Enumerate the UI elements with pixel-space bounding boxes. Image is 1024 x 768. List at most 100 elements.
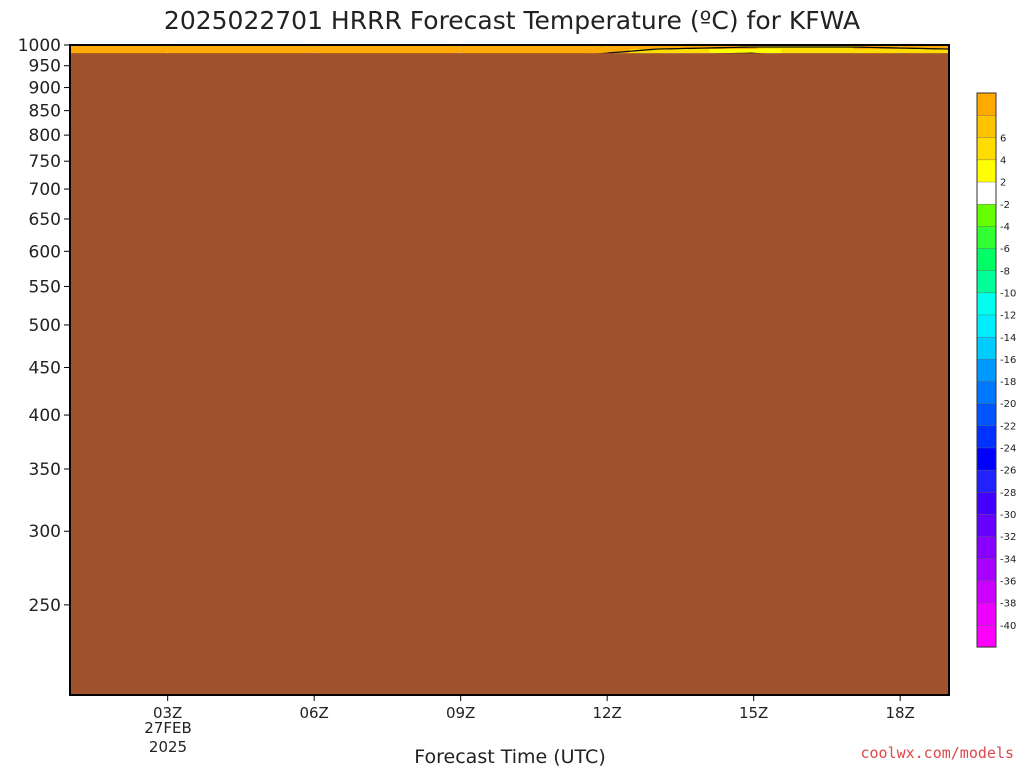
temperature-cell	[909, 45, 918, 50]
temperature-cell	[661, 49, 670, 54]
temperature-cell	[70, 45, 79, 50]
temperature-cell	[829, 49, 838, 54]
temperature-cell	[125, 49, 135, 54]
temperature-cell	[77, 49, 87, 54]
temperature-cell	[893, 49, 902, 54]
temperature-cell	[421, 45, 431, 50]
temperature-cell	[525, 45, 535, 50]
temperature-cell	[173, 49, 183, 54]
temperature-cell	[669, 49, 678, 54]
temperature-cell	[637, 49, 646, 54]
temperature-cell	[661, 45, 670, 50]
temperature-cell	[605, 45, 614, 50]
temperature-cell	[701, 49, 710, 54]
temperature-cell	[525, 49, 535, 54]
temperature-cell	[909, 49, 918, 54]
temperature-cell	[813, 49, 822, 54]
temperature-cell	[149, 49, 159, 54]
temperature-cell	[437, 49, 447, 54]
temperature-cell	[533, 49, 543, 54]
temperature-cell	[373, 49, 383, 54]
temperature-cell	[573, 45, 583, 50]
temperature-cell	[901, 45, 910, 50]
temperature-cell	[421, 49, 431, 54]
temperature-cell	[461, 49, 471, 54]
temperature-cell	[589, 49, 598, 54]
temperature-cell	[469, 45, 479, 50]
temperature-cell	[637, 45, 646, 50]
temperature-cell	[445, 49, 455, 54]
temperature-cell	[485, 45, 495, 50]
temperature-cell	[693, 49, 702, 54]
temperature-cell	[773, 49, 782, 54]
temperature-cell	[349, 45, 359, 50]
temperature-cell	[277, 45, 287, 50]
temperature-cell	[669, 45, 678, 50]
temperature-cell	[149, 45, 159, 50]
temperature-cell	[261, 49, 271, 54]
temperature-cell	[133, 49, 143, 54]
temperature-cell	[325, 49, 335, 54]
temperature-cell	[309, 49, 319, 54]
temperature-cell	[317, 49, 327, 54]
temperature-cell	[613, 49, 622, 54]
temperature-cell	[493, 49, 503, 54]
temperature-cell	[197, 45, 207, 50]
temperature-cell	[941, 45, 949, 50]
temperature-cell	[381, 49, 391, 54]
temperature-cell	[653, 49, 662, 54]
temperature-cell	[925, 49, 934, 54]
temperature-cell	[597, 49, 606, 54]
temperature-cell	[157, 49, 167, 54]
temperature-cell	[405, 49, 415, 54]
temperature-cell	[757, 49, 766, 54]
temperature-cell	[413, 45, 423, 50]
temperature-cell	[349, 49, 359, 54]
temperature-cell	[541, 45, 551, 50]
temperature-cell	[653, 45, 662, 50]
temperature-cell	[629, 45, 638, 50]
temperature-cell	[557, 45, 567, 50]
temperature-cell	[301, 45, 311, 50]
temperature-cell	[789, 49, 798, 54]
temperature-cell	[293, 49, 303, 54]
temperature-cell	[877, 49, 886, 54]
temperature-cell	[125, 45, 135, 50]
temperature-cell	[109, 45, 119, 50]
temperature-cell	[205, 49, 215, 54]
temperature-cell	[917, 45, 926, 50]
temperature-cell	[269, 49, 279, 54]
temperature-cell	[341, 49, 351, 54]
temperature-cell	[309, 45, 319, 50]
temperature-cell	[677, 49, 686, 54]
temperature-cell	[493, 45, 503, 50]
temperature-cell	[717, 49, 726, 54]
temperature-cell	[229, 45, 239, 50]
temperature-cell	[157, 45, 167, 50]
temperature-cell	[373, 45, 383, 50]
temperature-cell	[533, 45, 543, 50]
temperature-cell	[181, 45, 191, 50]
temperature-cell	[389, 49, 399, 54]
temperature-cell	[541, 49, 551, 54]
temperature-cell	[333, 45, 343, 50]
temperature-cell	[477, 45, 487, 50]
temperature-cell	[213, 49, 223, 54]
temperature-cell	[85, 45, 95, 50]
temperature-cell	[517, 49, 527, 54]
temperature-cell	[797, 49, 806, 54]
temperature-cell	[845, 49, 854, 54]
temperature-cell	[485, 49, 495, 54]
temperature-cell	[317, 45, 327, 50]
temperature-cell	[365, 45, 375, 50]
temperature-cell	[781, 49, 790, 54]
temperature-cell	[141, 45, 151, 50]
temperature-cell	[245, 45, 255, 50]
temperature-cell	[445, 45, 455, 50]
temperature-cell	[693, 45, 702, 50]
temperature-cell	[301, 49, 311, 54]
temperature-cell	[285, 49, 295, 54]
temperature-cell	[165, 45, 175, 50]
temperature-cell	[837, 49, 846, 54]
temperature-cell	[101, 49, 111, 54]
